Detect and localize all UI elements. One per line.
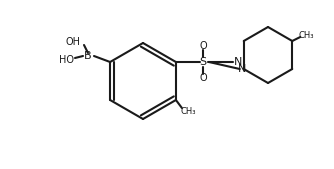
Text: OH: OH xyxy=(65,37,80,47)
Text: CH₃: CH₃ xyxy=(180,107,196,116)
Text: S: S xyxy=(199,57,206,67)
Text: O: O xyxy=(199,73,207,83)
Text: HO: HO xyxy=(59,55,74,65)
Text: B: B xyxy=(84,51,92,61)
Text: N: N xyxy=(237,64,246,74)
Text: O: O xyxy=(199,41,207,51)
Text: N: N xyxy=(234,57,242,67)
Text: CH₃: CH₃ xyxy=(299,30,314,40)
